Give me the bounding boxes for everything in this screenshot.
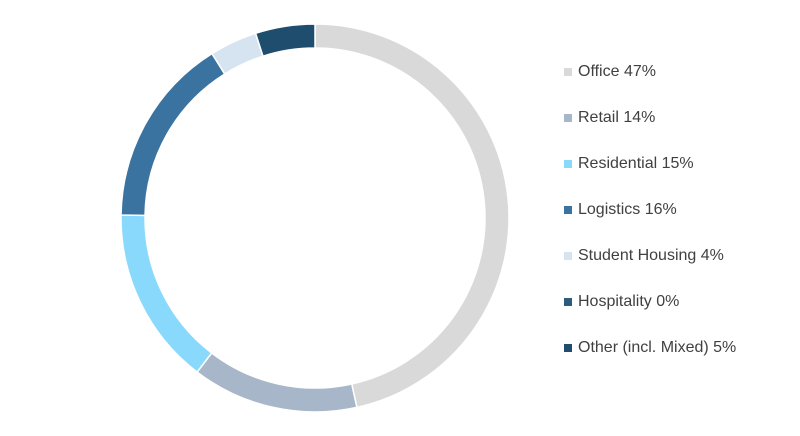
legend-label: Other (incl. Mixed) 5% (578, 339, 736, 356)
legend-category: Logistics (578, 201, 640, 218)
legend-value: 14% (623, 109, 655, 126)
legend-value: 47% (624, 63, 656, 80)
legend-category: Retail (578, 109, 619, 126)
legend-category: Student Housing (578, 247, 696, 264)
legend-value: 0% (656, 293, 679, 310)
legend-label: Logistics 16% (578, 201, 677, 218)
donut-slice (254, 23, 316, 58)
legend-label: Student Housing 4% (578, 247, 724, 264)
legend-marker (564, 114, 572, 122)
donut-slice (196, 351, 358, 413)
legend-value: 4% (701, 247, 724, 264)
legend-category: Office (578, 63, 620, 80)
donut-slice (120, 214, 213, 374)
legend-value: 16% (645, 201, 677, 218)
legend-marker (564, 206, 572, 214)
legend-category: Hospitality (578, 293, 652, 310)
donut-slice (314, 23, 510, 409)
legend-label: Office 47% (578, 63, 656, 80)
legend-category: Other (incl. Mixed) (578, 339, 709, 356)
legend-marker (564, 160, 572, 168)
legend-marker (564, 252, 572, 260)
legend-label: Retail 14% (578, 109, 655, 126)
legend-marker (564, 298, 572, 306)
legend-category: Residential (578, 155, 657, 172)
legend-label: Hospitality 0% (578, 293, 679, 310)
legend-label: Residential 15% (578, 155, 694, 172)
legend-marker (564, 68, 572, 76)
legend-value: 15% (662, 155, 694, 172)
donut-slice (120, 52, 226, 217)
legend-value: 5% (713, 339, 736, 356)
legend-marker (564, 344, 572, 352)
